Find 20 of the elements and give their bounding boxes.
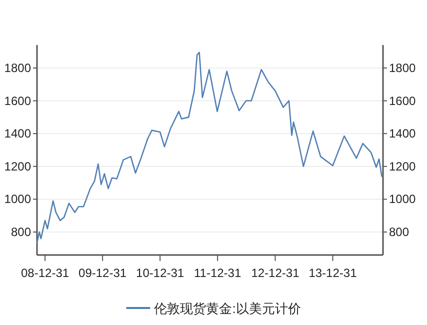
x-tick-label: 12-12-31	[251, 266, 300, 280]
y2-tick-label: 1000	[389, 192, 416, 206]
x-tick-label: 13-12-31	[308, 266, 358, 280]
x-tick-label: 11-12-31	[194, 266, 242, 280]
y2-tick-label: 1600	[389, 94, 416, 108]
y2-tick-label: 800	[389, 225, 410, 240]
y-tick-label: 1600	[4, 94, 32, 108]
y-tick-label: 1000	[4, 192, 32, 206]
y-tick-label: 800	[10, 225, 32, 240]
y-tick-label: 1200	[4, 159, 32, 174]
y-tick-label: 1800	[4, 60, 32, 75]
y2-tick-label: 1800	[389, 60, 416, 75]
x-tick-label: 09-12-31	[78, 266, 127, 280]
y2-tick-label: 1200	[389, 159, 416, 174]
legend-label: 伦敦现货黄金:以美元计价	[154, 301, 301, 316]
y-tick-label: 1400	[4, 126, 32, 141]
x-tick-label: 10-12-31	[136, 266, 184, 280]
line-series	[36, 52, 382, 244]
x-tick-label: 08-12-31	[21, 266, 70, 280]
y2-tick-label: 1400	[389, 126, 416, 141]
